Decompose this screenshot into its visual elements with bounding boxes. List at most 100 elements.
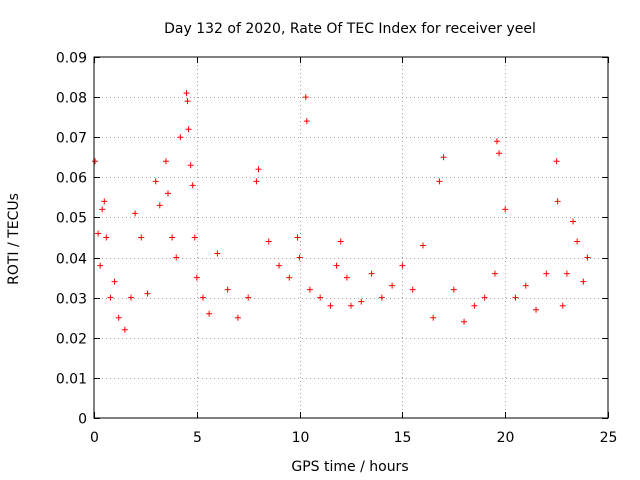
data-point	[255, 166, 262, 173]
data-point	[430, 314, 437, 321]
data-point	[165, 190, 172, 197]
data-point	[502, 206, 509, 213]
data-point	[191, 234, 198, 241]
data-point	[512, 294, 519, 301]
data-points	[92, 90, 591, 333]
data-point	[107, 294, 114, 301]
data-point	[327, 302, 334, 309]
data-point	[253, 178, 260, 185]
data-point	[97, 262, 104, 269]
x-tick-label: 15	[394, 430, 412, 446]
y-tick-label: 0.06	[56, 171, 87, 187]
data-point	[199, 294, 206, 301]
data-point	[128, 294, 135, 301]
data-point	[493, 138, 500, 145]
data-point	[245, 294, 252, 301]
data-point	[574, 238, 581, 245]
x-axis-label: GPS time / hours	[291, 459, 408, 475]
data-point	[554, 198, 561, 205]
data-point	[111, 278, 118, 285]
data-point	[187, 162, 194, 169]
data-point	[144, 290, 151, 297]
x-tick-label: 10	[292, 430, 310, 446]
y-tick-label: 0.05	[56, 211, 87, 227]
data-point	[563, 270, 570, 277]
y-tick-label: 0.08	[56, 91, 87, 107]
y-tick-label: 0.01	[56, 372, 87, 388]
data-point	[224, 286, 231, 293]
data-point	[450, 286, 457, 293]
y-tick-label: 0	[78, 412, 87, 428]
data-point	[156, 202, 163, 209]
data-point	[389, 282, 396, 289]
data-point	[177, 134, 184, 141]
data-point	[92, 158, 99, 165]
data-point	[481, 294, 488, 301]
data-point	[99, 206, 106, 213]
data-point	[152, 178, 159, 185]
data-point	[103, 234, 110, 241]
y-tick-label: 0.03	[56, 292, 87, 308]
y-tick-label: 0.09	[56, 51, 87, 67]
data-point	[294, 234, 301, 241]
data-point	[461, 318, 468, 325]
data-point	[584, 254, 591, 261]
data-point	[265, 238, 272, 245]
y-tick-label: 0.02	[56, 332, 87, 348]
data-point	[378, 294, 385, 301]
data-point	[132, 210, 139, 217]
data-point	[173, 254, 180, 261]
data-point	[522, 282, 529, 289]
data-point	[193, 274, 200, 281]
data-point	[214, 250, 221, 257]
data-point	[580, 278, 587, 285]
data-point	[496, 150, 503, 157]
y-axis-label: ROTI / TECUs	[6, 193, 22, 285]
data-point	[169, 234, 176, 241]
y-tick-label: 0.07	[56, 131, 87, 147]
data-point	[570, 218, 577, 225]
data-point	[286, 274, 293, 281]
x-tick-label: 20	[497, 430, 515, 446]
data-point	[471, 302, 478, 309]
y-tick-label: 0.04	[56, 252, 87, 268]
data-point	[440, 154, 447, 161]
data-point	[296, 254, 303, 261]
data-point	[101, 198, 108, 205]
data-point	[533, 306, 540, 313]
grid-lines	[94, 57, 608, 418]
chart-title: Day 132 of 2020, Rate Of TEC Index for r…	[164, 21, 536, 37]
data-point	[302, 94, 309, 101]
data-point	[306, 286, 313, 293]
data-point	[121, 326, 128, 333]
data-point	[189, 182, 196, 189]
data-point	[333, 262, 340, 269]
data-point	[409, 286, 416, 293]
data-point	[553, 158, 560, 165]
data-point	[419, 242, 426, 249]
x-tick-label: 5	[193, 430, 202, 446]
data-point	[183, 90, 190, 97]
data-point	[303, 118, 310, 125]
data-point	[348, 302, 354, 309]
data-point	[138, 234, 145, 241]
data-point	[185, 126, 192, 133]
data-point	[184, 98, 191, 105]
data-point	[317, 294, 324, 301]
axis-ticks: 0 0.01 0.02 0.03 0.04 0.05 0.06 0.07 0.08 0.09 0 5 1…	[56, 51, 618, 447]
data-point	[206, 310, 213, 317]
data-point	[358, 298, 365, 305]
data-point	[399, 262, 406, 269]
data-point	[436, 178, 443, 185]
x-tick-label: 25	[600, 430, 618, 446]
data-point	[491, 270, 498, 277]
plot-frame	[93, 56, 609, 419]
data-point	[162, 158, 169, 165]
data-point	[543, 270, 550, 277]
data-point	[559, 302, 566, 309]
data-point	[95, 230, 102, 237]
data-point	[368, 270, 375, 277]
data-point	[343, 274, 350, 281]
